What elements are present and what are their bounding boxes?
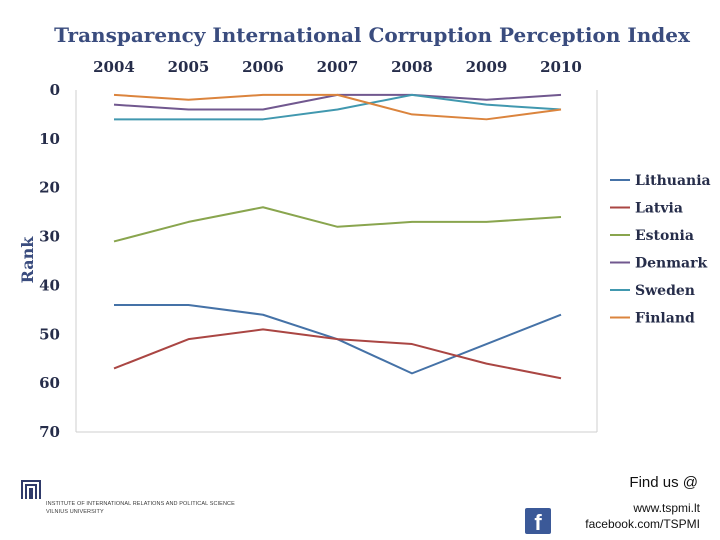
- legend-label-denmark: Denmark: [635, 256, 707, 272]
- x-axis-ticks: 2004 2005 2006 2007 2008 2009 2010: [93, 58, 582, 76]
- x-tick-label: 2004: [93, 58, 135, 76]
- legend-label-finland: Finland: [635, 311, 695, 327]
- x-tick-label: 2005: [168, 58, 210, 76]
- y-tick-label: 20: [39, 179, 60, 197]
- x-tick-label: 2007: [317, 58, 359, 76]
- chart-title: Transparency International Corruption Pe…: [54, 23, 691, 47]
- legend-label-latvia: Latvia: [635, 201, 683, 217]
- x-tick-label: 2010: [540, 58, 582, 76]
- legend: Lithuania Latvia Estonia Denmark Sweden Finla…: [610, 173, 711, 327]
- y-tick-label: 70: [39, 423, 60, 441]
- facebook-link[interactable]: facebook.com/TSPMI: [585, 517, 700, 531]
- series-line-latvia: [113, 328, 562, 380]
- series-lines: [113, 93, 562, 380]
- institution-line-2: Vilnius University: [46, 509, 104, 515]
- find-us-label: Find us @: [629, 474, 698, 491]
- y-axis-label: Rank: [18, 236, 37, 284]
- legend-label-estonia: Estonia: [635, 228, 694, 244]
- website-link[interactable]: www.tspmi.lt: [633, 501, 700, 515]
- facebook-icon[interactable]: f: [525, 508, 551, 534]
- x-tick-label: 2009: [466, 58, 508, 76]
- y-tick-label: 10: [39, 130, 60, 148]
- institute-logo: [20, 479, 42, 501]
- footer-links: www.tspmi.lt facebook.com/TSPMI: [585, 500, 700, 532]
- x-tick-label: 2006: [242, 58, 284, 76]
- series-line-denmark: [113, 93, 562, 111]
- series-line-finland: [113, 93, 562, 121]
- y-axis-ticks: 0 10 20 30 40 50 60 70: [39, 81, 60, 441]
- y-tick-label: 0: [50, 81, 60, 99]
- institution-line-1: Institute of International Relations and…: [46, 501, 235, 507]
- y-tick-label: 50: [39, 325, 60, 343]
- series-line-sweden: [114, 93, 562, 121]
- y-tick-label: 40: [39, 276, 60, 294]
- legend-label-sweden: Sweden: [635, 283, 695, 299]
- legend-label-lithuania: Lithuania: [635, 173, 711, 189]
- y-tick-label: 30: [39, 228, 60, 246]
- institution-name: Institute of International Relations and…: [46, 500, 235, 516]
- series-line-estonia: [113, 206, 562, 243]
- y-tick-label: 60: [39, 374, 60, 392]
- x-tick-label: 2008: [391, 58, 433, 76]
